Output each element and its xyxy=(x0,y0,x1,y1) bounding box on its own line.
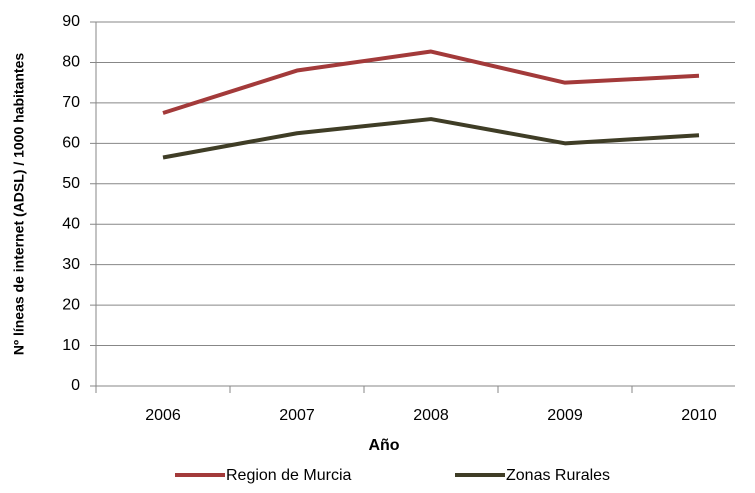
x-axis-label: Año xyxy=(368,437,399,454)
y-tick-label: 50 xyxy=(62,175,80,192)
y-tick-label: 70 xyxy=(62,94,80,111)
y-tick-label: 20 xyxy=(62,296,80,313)
y-tick-label: 10 xyxy=(62,337,80,354)
series-line xyxy=(162,49,700,115)
y-axis-label: Nº líneas de internet (ADSL) / 1000 habi… xyxy=(11,53,27,356)
x-tick-label: 2008 xyxy=(413,407,449,424)
y-tick-label: 40 xyxy=(62,215,80,232)
x-tick-label: 2010 xyxy=(681,407,717,424)
legend-label: Zonas Rurales xyxy=(506,467,610,484)
x-tick-label: 2009 xyxy=(547,407,583,424)
series-line xyxy=(162,117,700,160)
x-tick-label: 2007 xyxy=(279,407,315,424)
y-tick-label: 0 xyxy=(71,377,80,394)
x-tick-label: 2006 xyxy=(145,407,181,424)
y-tick-label: 80 xyxy=(62,54,80,71)
y-tick-label: 30 xyxy=(62,256,80,273)
y-tick-label: 90 xyxy=(62,13,80,30)
legend-label: Region de Murcia xyxy=(226,467,352,484)
y-tick-label: 60 xyxy=(62,135,80,152)
